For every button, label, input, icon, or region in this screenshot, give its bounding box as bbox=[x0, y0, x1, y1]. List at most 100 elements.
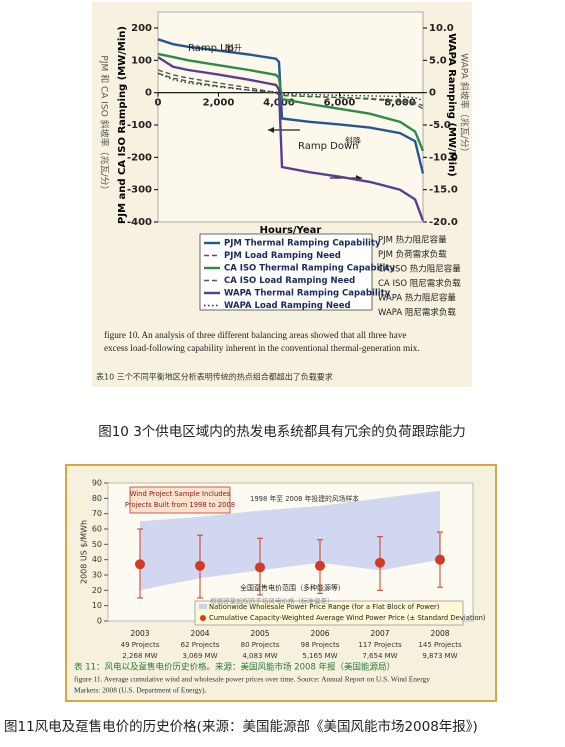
caption-zh: 表10 三个不同平衡地区分析表明传统的热点组合都超出了负载要求 bbox=[96, 372, 333, 382]
legend-label: PJM Thermal Ramping Capability bbox=[224, 239, 381, 249]
note-zh: 1998 年至 2008 年投建的风场样本 bbox=[250, 494, 359, 503]
price-band bbox=[140, 490, 440, 591]
projects-label: 117 Projects bbox=[358, 641, 402, 649]
capacity-label: 3,069 MW bbox=[182, 652, 217, 660]
legend-label-zh: CA ISO 热力阻尼容量 bbox=[378, 264, 461, 275]
y-tick-label: 200 bbox=[131, 23, 152, 34]
y2-tick-label: -15.0 bbox=[429, 185, 458, 196]
note-box bbox=[129, 486, 231, 514]
y-axis-title: 2008 US $/MWh bbox=[80, 520, 89, 584]
y2-tick-label: 10.0 bbox=[429, 23, 454, 34]
y-tick-label: 0 bbox=[97, 617, 102, 626]
legend-label: Cumulative Capacity-Weighted Average Win… bbox=[209, 614, 486, 622]
legend-label: CA ISO Load Ramping Need bbox=[224, 276, 355, 286]
x-axis-title: Hours/Year bbox=[260, 225, 322, 236]
year-label: 2005 bbox=[250, 629, 269, 638]
note: Wind Project Sample Includes bbox=[130, 490, 231, 498]
projects-label: 98 Projects bbox=[301, 641, 340, 649]
y-tick-label: 100 bbox=[131, 55, 152, 66]
series-label-zh: 根据容量加权的平均风电价格（标准偏差） bbox=[210, 596, 334, 605]
legend-label: PJM Load Ramping Need bbox=[224, 251, 341, 261]
y-tick-label: 30 bbox=[92, 571, 102, 580]
y2-tick-label: 5.0 bbox=[429, 55, 447, 66]
y-axis-title-zh: PJM 和 CA ISO 斜坡率（兆瓦/分） bbox=[99, 55, 111, 194]
legend-label: Nationwide Wholesale Power Price Range (… bbox=[209, 603, 440, 611]
y-tick-label: 0 bbox=[145, 88, 152, 99]
band-label-zh: 全国趸售电价范围（多种能源等） bbox=[240, 583, 345, 592]
legend-box bbox=[194, 600, 464, 626]
legend-label-zh: PJM 负荷需求负载 bbox=[378, 249, 447, 260]
y2-axis-title: WAPA Ramping (MW/Min) bbox=[446, 33, 457, 176]
legend-label-zh: WAPA 热力阻尼容量 bbox=[378, 293, 456, 304]
capacity-label: 7,654 MW bbox=[362, 652, 397, 660]
year-label: 2008 bbox=[430, 629, 449, 638]
y2-tick-label: 0 bbox=[429, 88, 436, 99]
legend-box bbox=[199, 233, 373, 311]
capacity-label: 4,083 MW bbox=[242, 652, 277, 660]
series-line bbox=[157, 72, 424, 107]
y-tick-label: 10 bbox=[92, 601, 102, 610]
annotation: Ramp Up bbox=[188, 43, 234, 54]
price-dot bbox=[255, 562, 265, 573]
year-label: 2003 bbox=[130, 629, 149, 638]
y2-tick-label: -10.0 bbox=[429, 152, 458, 163]
capacity-label: 2,268 MW bbox=[122, 652, 157, 660]
legend-label: CA ISO Thermal Ramping Capability bbox=[224, 264, 395, 274]
x-tick-label: 8,000 bbox=[384, 98, 416, 109]
arrow-head bbox=[268, 127, 274, 133]
y-tick-label: 40 bbox=[92, 555, 102, 564]
projects-label: 62 Projects bbox=[181, 641, 220, 649]
price-dot bbox=[315, 560, 325, 571]
legend-label: WAPA Load Ramping Need bbox=[224, 301, 351, 311]
legend-label: WAPA Thermal Ramping Capability bbox=[224, 289, 391, 299]
y-tick-label: -400 bbox=[127, 217, 152, 228]
x-tick-label: 2,000 bbox=[203, 98, 235, 109]
series-line bbox=[157, 52, 425, 152]
year-label: 2004 bbox=[190, 629, 209, 638]
y-tick-label: 80 bbox=[92, 494, 102, 503]
note: Projects Built from 1998 to 2008 bbox=[125, 501, 235, 509]
y-axis-title: PJM and CA ISO Ramping (MW/Min) bbox=[117, 26, 128, 224]
projects-label: 80 Projects bbox=[241, 641, 280, 649]
y-tick-label: 70 bbox=[92, 509, 102, 518]
y-tick-label: 90 bbox=[92, 479, 102, 488]
legend-label-zh: CA ISO 阻尼需求负载 bbox=[378, 278, 461, 289]
caption: figure 10. An analysis of three differen… bbox=[104, 330, 406, 340]
legend-swatch bbox=[200, 615, 206, 621]
heading: 图11风电及趸售电价的历史价格(来源：美国能源部《美国风能市场2008年报》) bbox=[4, 718, 478, 735]
projects-label: 145 Projects bbox=[418, 641, 462, 649]
legend-label-zh: PJM 热力阻尼容量 bbox=[378, 235, 447, 246]
projects-label: 49 Projects bbox=[121, 641, 160, 649]
y2-axis-title-zh: WAPA 斜坡率（兆瓦/分） bbox=[459, 53, 471, 156]
annotation: 斜降 bbox=[345, 136, 361, 146]
y-tick-label: -100 bbox=[127, 120, 152, 131]
heading: 图10 3个供电区域内的热发电系统都具有冗余的负荷跟踪能力 bbox=[98, 423, 466, 440]
caption: excess load-following capability inheren… bbox=[104, 343, 420, 353]
caption-zh: 表 11：风电以及趸售电价历史价格。来源：美国风能市场 2008 年报（美国能源… bbox=[74, 662, 395, 673]
x-tick-label: 0 bbox=[155, 98, 162, 109]
x-tick-label: 6,000 bbox=[324, 98, 356, 109]
series-line bbox=[157, 72, 424, 102]
y-tick-label: -300 bbox=[127, 185, 152, 196]
caption: figure 11. Average cumulative wind and w… bbox=[74, 675, 430, 684]
y-tick-label: -200 bbox=[127, 152, 152, 163]
legend-label-zh: WAPA 阻尼需求负载 bbox=[378, 307, 456, 318]
series-line bbox=[157, 69, 424, 110]
year-label: 2007 bbox=[370, 629, 389, 638]
caption: Markets: 2008 (U.S. Department of Energy… bbox=[74, 686, 207, 695]
price-dot bbox=[135, 559, 145, 570]
y2-tick-label: -5.0 bbox=[429, 120, 451, 131]
price-dot bbox=[195, 560, 205, 571]
y-tick-label: 20 bbox=[92, 586, 102, 595]
year-label: 2006 bbox=[310, 629, 329, 638]
series-line bbox=[157, 56, 425, 222]
y-tick-label: 60 bbox=[92, 525, 102, 534]
annotation: Ramp Down bbox=[298, 141, 358, 152]
y-tick-label: 50 bbox=[92, 540, 102, 549]
price-dot bbox=[375, 557, 385, 568]
price-dot bbox=[435, 554, 445, 565]
capacity-label: 9,873 MW bbox=[422, 652, 457, 660]
capacity-label: 5,165 MW bbox=[302, 652, 337, 660]
annotation: 斜升 bbox=[226, 43, 242, 53]
